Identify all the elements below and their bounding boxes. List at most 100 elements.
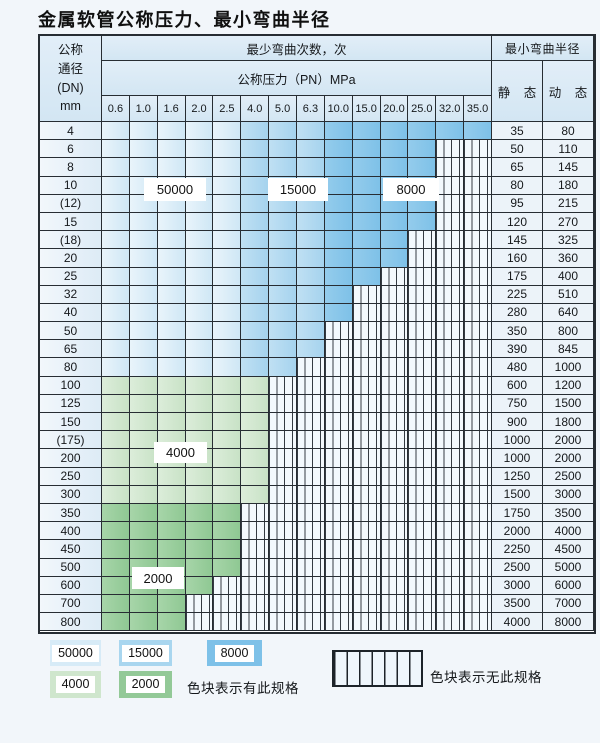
legend-swatch-4000: 4000 [50, 671, 101, 698]
matrix-cell-unavailable [436, 194, 465, 213]
matrix-cell-unavailable [380, 394, 409, 413]
matrix-cell-unavailable [408, 485, 437, 504]
matrix-cell-available [241, 176, 270, 195]
matrix-cell-available [185, 340, 214, 359]
matrix-cell-available [297, 212, 325, 232]
matrix-cell-unavailable [185, 613, 214, 632]
legend-label-2000: 2000 [125, 676, 166, 693]
matrix-cell-unavailable [269, 394, 297, 413]
matrix-cell-unavailable [436, 140, 465, 159]
static-value-cell: 175 [492, 267, 543, 286]
matrix-cell-available [185, 558, 214, 577]
matrix-cell-available [129, 322, 158, 341]
dynamic-value-cell: 4000 [543, 522, 594, 541]
matrix-cell-unavailable [324, 358, 353, 377]
matrix-cell-available [102, 231, 130, 250]
matrix-cell-available [464, 122, 492, 141]
matrix-cell-available [213, 503, 242, 523]
matrix-cell-available [129, 503, 158, 523]
static-value-cell: 2500 [492, 558, 543, 577]
dynamic-value-cell: 360 [543, 249, 594, 268]
matrix-cell-unavailable [241, 594, 270, 614]
matrix-cell-available [352, 176, 381, 195]
matrix-cell-unavailable [464, 576, 492, 595]
matrix-cell-available [213, 376, 242, 395]
matrix-cell-unavailable [380, 376, 409, 395]
matrix-cell-available [185, 322, 214, 341]
matrix-cell-available [213, 176, 242, 195]
matrix-cell-available [102, 158, 130, 177]
matrix-cell-unavailable [436, 576, 465, 595]
matrix-cell-available [129, 285, 158, 304]
matrix-cell-unavailable [352, 431, 381, 450]
matrix-cell-unavailable [213, 594, 242, 614]
matrix-cell-available [185, 122, 214, 141]
matrix-cell-available [213, 158, 242, 177]
matrix-cell-unavailable [436, 503, 465, 523]
static-value-cell: 480 [492, 358, 543, 377]
matrix-cell-unavailable [269, 613, 297, 632]
matrix-cell-available [352, 249, 381, 268]
matrix-cell-available [157, 122, 186, 141]
matrix-cell-available [408, 158, 437, 177]
matrix-cell-unavailable [297, 522, 325, 541]
matrix-cell-unavailable [464, 467, 492, 486]
matrix-cell-available [157, 594, 186, 614]
matrix-cell-available [297, 158, 325, 177]
matrix-cell-unavailable [324, 413, 353, 432]
matrix-cell-unavailable [380, 540, 409, 559]
matrix-cell-unavailable [464, 540, 492, 559]
dynamic-value-cell: 400 [543, 267, 594, 286]
matrix-cell-available [269, 322, 297, 341]
matrix-cell-unavailable [380, 413, 409, 432]
matrix-cell-available [102, 140, 130, 159]
matrix-cell-unavailable [464, 613, 492, 632]
matrix-cell-available [380, 231, 409, 250]
dynamic-value-cell: 7000 [543, 594, 594, 614]
dn-cell: 40 [40, 303, 102, 323]
matrix-cell-unavailable [436, 431, 465, 450]
matrix-cell-available [324, 249, 353, 268]
matrix-cell-unavailable [464, 431, 492, 450]
matrix-cell-unavailable [269, 522, 297, 541]
matrix-cell-available [129, 376, 158, 395]
matrix-cell-available [324, 158, 353, 177]
matrix-cell-available [129, 613, 158, 632]
matrix-cell-available [213, 467, 242, 486]
matrix-cell-unavailable [297, 540, 325, 559]
matrix-cell-unavailable [464, 558, 492, 577]
matrix-cell-available [380, 140, 409, 159]
matrix-cell-unavailable [436, 176, 465, 195]
matrix-cell-available [102, 449, 130, 468]
matrix-cell-available [297, 303, 325, 323]
matrix-cell-available [129, 431, 158, 450]
static-value-cell: 390 [492, 340, 543, 359]
matrix-cell-available [213, 285, 242, 304]
matrix-cell-unavailable [408, 503, 437, 523]
matrix-cell-available [102, 212, 130, 232]
matrix-cell-available [269, 249, 297, 268]
matrix-cell-unavailable [464, 249, 492, 268]
matrix-cell-available [129, 122, 158, 141]
matrix-cell-unavailable [408, 376, 437, 395]
matrix-cell-unavailable [352, 285, 381, 304]
matrix-cell-available [185, 285, 214, 304]
matrix-cell-available [380, 158, 409, 177]
matrix-cell-unavailable [380, 358, 409, 377]
legend-swatch-2000: 2000 [119, 671, 172, 698]
dn-cell: (12) [40, 194, 102, 213]
dn-cell: 50 [40, 322, 102, 341]
matrix-cell-available [157, 285, 186, 304]
matrix-cell-unavailable [297, 449, 325, 468]
dynamic-value-cell: 80 [543, 122, 594, 141]
matrix-cell-available [297, 122, 325, 141]
matrix-cell-unavailable [352, 340, 381, 359]
pressure-tick: 5.0 [269, 96, 297, 122]
matrix-cell-available [213, 212, 242, 232]
matrix-cell-unavailable [408, 303, 437, 323]
static-value-cell: 1000 [492, 431, 543, 450]
matrix-cell-available [297, 249, 325, 268]
matrix-cell-unavailable [352, 358, 381, 377]
matrix-cell-unavailable [269, 431, 297, 450]
matrix-cell-unavailable [241, 613, 270, 632]
